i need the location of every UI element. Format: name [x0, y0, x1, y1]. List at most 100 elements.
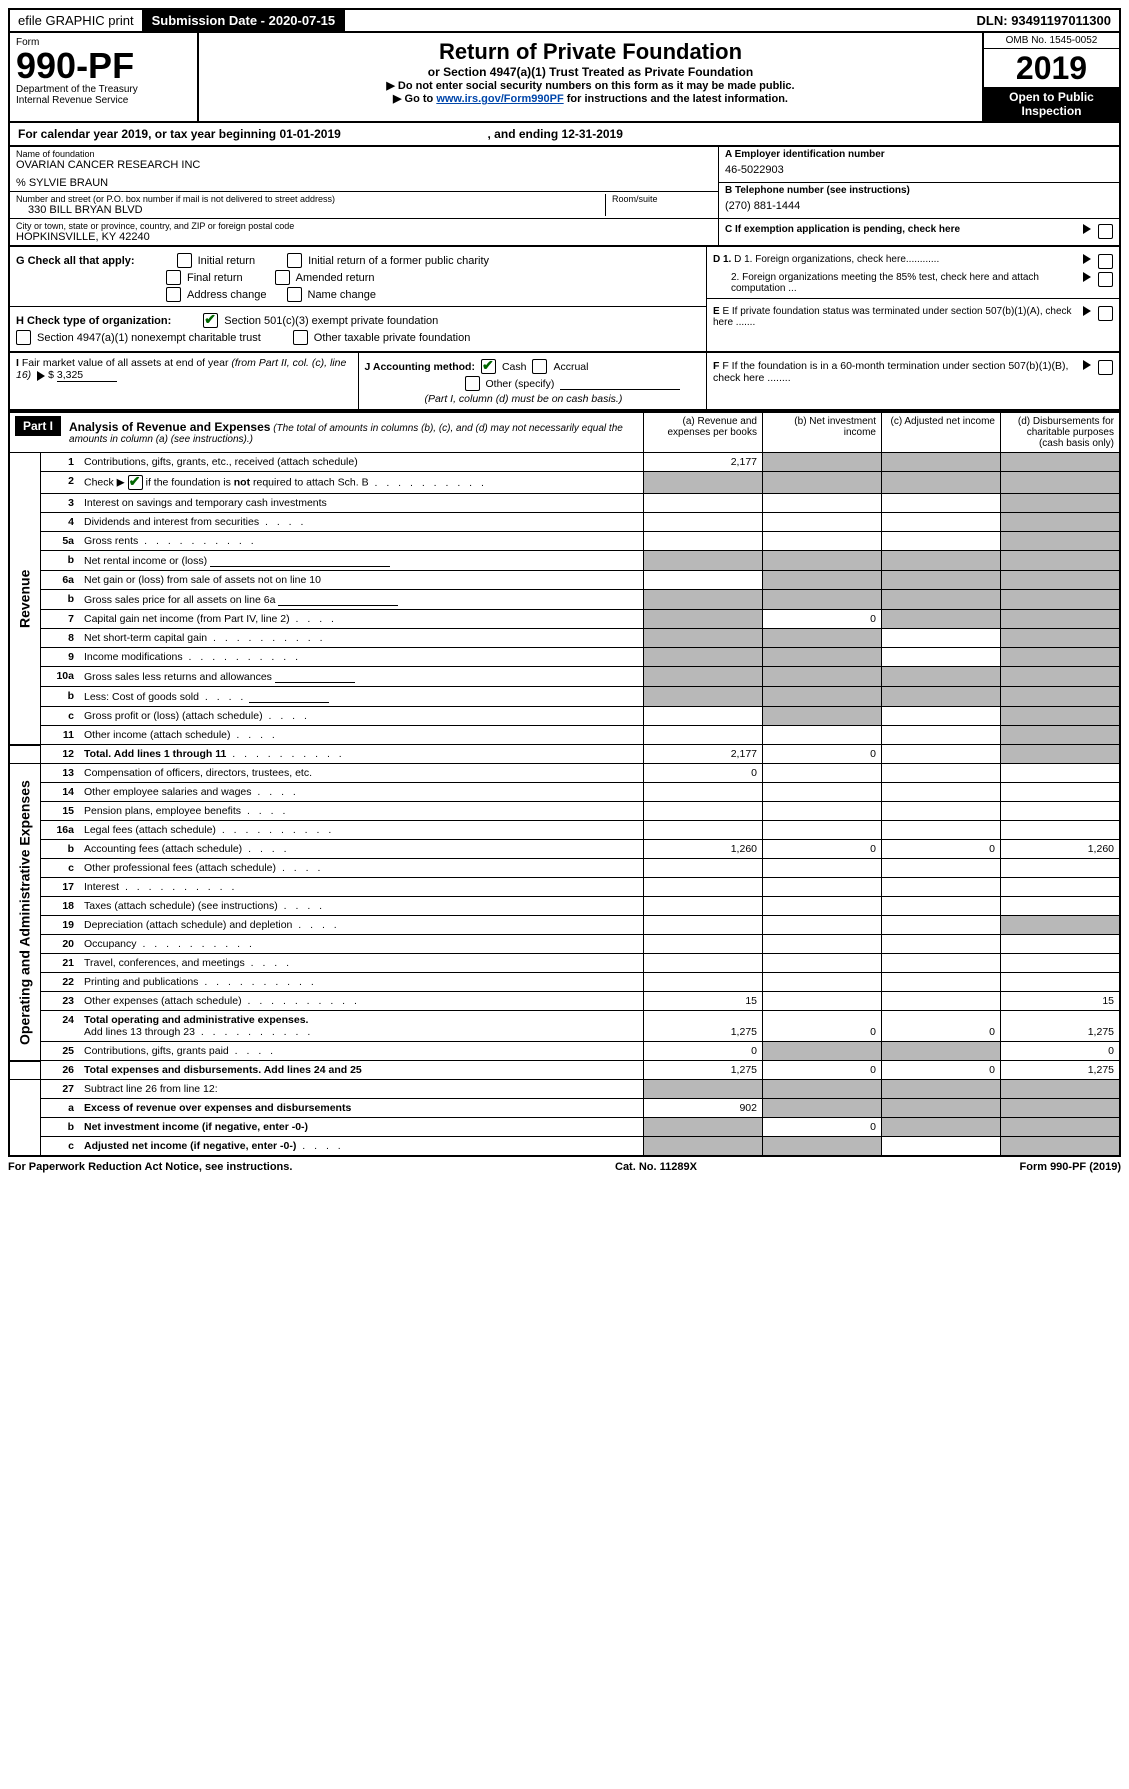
d2-checkbox[interactable]	[1098, 272, 1113, 287]
arrow-icon	[1083, 254, 1091, 264]
e-checkbox[interactable]	[1098, 306, 1113, 321]
j-section: J Accounting method: Cash Accrual Other …	[358, 353, 707, 409]
part1-badge: Part I	[15, 416, 61, 449]
pending-checkbox[interactable]	[1098, 224, 1113, 239]
arrow-icon	[1083, 306, 1091, 316]
table-row: 8 Net short-term capital gain	[9, 629, 1120, 648]
row-num: 26	[41, 1061, 80, 1080]
row-desc: Gross rents	[79, 532, 644, 551]
footer-right: Form 990-PF (2019)	[1020, 1161, 1122, 1173]
501c3-checkbox[interactable]	[203, 313, 218, 328]
table-row: b Gross sales price for all assets on li…	[9, 590, 1120, 610]
entity-block: Name of foundation OVARIAN CANCER RESEAR…	[8, 147, 1121, 247]
initial-return-label: Initial return	[198, 255, 255, 267]
final-return-checkbox[interactable]	[166, 270, 181, 285]
table-row: b Less: Cost of goods sold	[9, 687, 1120, 707]
initial-former-checkbox[interactable]	[287, 253, 302, 268]
amt-d: 1,275	[1001, 1061, 1121, 1080]
note2-post: for instructions and the latest informat…	[564, 93, 788, 105]
f-checkbox[interactable]	[1098, 360, 1113, 375]
row-num: 8	[41, 629, 80, 648]
cash-label: Cash	[502, 361, 527, 373]
row-num: b	[41, 1118, 80, 1137]
arrow-icon	[1083, 360, 1091, 370]
other-taxable-checkbox[interactable]	[293, 330, 308, 345]
row-desc: Other expenses (attach schedule)	[79, 992, 644, 1011]
form990pf-link[interactable]: www.irs.gov/Form990PF	[436, 93, 563, 105]
ein-value: 46-5022903	[725, 160, 1113, 180]
city-row: City or town, state or province, country…	[10, 219, 718, 245]
other-taxable-label: Other taxable private foundation	[314, 332, 471, 344]
row-desc: Net investment income (if negative, ente…	[79, 1118, 644, 1137]
foundation-name-row: Name of foundation OVARIAN CANCER RESEAR…	[10, 147, 718, 192]
revenue-side-label: Revenue	[9, 453, 41, 745]
row-num: c	[41, 859, 80, 878]
row-desc: Other employee salaries and wages	[79, 783, 644, 802]
table-row: c Adjusted net income (if negative, ente…	[9, 1137, 1120, 1157]
table-row: 22 Printing and publications	[9, 973, 1120, 992]
table-row: 11 Other income (attach schedule)	[9, 726, 1120, 745]
row-num: 12	[41, 745, 80, 764]
f-label: F F If the foundation is in a 60-month t…	[713, 360, 1076, 384]
row-desc: Gross sales less returns and allowances	[79, 667, 644, 687]
j-label: J Accounting method:	[365, 361, 475, 373]
row-desc: Less: Cost of goods sold	[79, 687, 644, 707]
row-num: 20	[41, 935, 80, 954]
amended-return-checkbox[interactable]	[275, 270, 290, 285]
amt-d: 1,260	[1001, 840, 1121, 859]
initial-return-checkbox[interactable]	[177, 253, 192, 268]
row-desc: Adjusted net income (if negative, enter …	[79, 1137, 644, 1157]
row-num: 4	[41, 513, 80, 532]
amt-b: 0	[763, 1011, 882, 1042]
entity-right: A Employer identification number 46-5022…	[718, 147, 1119, 245]
submission-date: Submission Date - 2020-07-15	[144, 10, 346, 31]
row-desc: Pension plans, employee benefits	[79, 802, 644, 821]
irs-label: Internal Revenue Service	[16, 95, 191, 106]
sch-b-checkbox[interactable]	[128, 475, 143, 490]
accrual-checkbox[interactable]	[532, 359, 547, 374]
efile-print-label[interactable]: efile GRAPHIC print	[10, 10, 144, 31]
f-section: F F If the foundation is in a 60-month t…	[706, 353, 1119, 409]
name-change-checkbox[interactable]	[287, 287, 302, 302]
row-desc: Contributions, gifts, grants, etc., rece…	[79, 453, 644, 472]
row-desc: Subtract line 26 from line 12:	[79, 1080, 644, 1099]
row-num: 7	[41, 610, 80, 629]
footer-left: For Paperwork Reduction Act Notice, see …	[8, 1161, 292, 1173]
ein-label: A Employer identification number	[725, 149, 1113, 160]
row-num: c	[41, 707, 80, 726]
row-num: 6a	[41, 571, 80, 590]
address-change-label: Address change	[187, 289, 267, 301]
row-desc: Accounting fees (attach schedule)	[79, 840, 644, 859]
table-row: 23 Other expenses (attach schedule) 15 1…	[9, 992, 1120, 1011]
row-num: 24	[41, 1011, 80, 1042]
row-desc: Total expenses and disbursements. Add li…	[79, 1061, 644, 1080]
street-address: 330 BILL BRYAN BLVD	[16, 204, 599, 216]
table-row: Operating and Administrative Expenses 13…	[9, 764, 1120, 783]
d1-label: D 1. D 1. Foreign organizations, check h…	[713, 254, 1076, 265]
row-desc: Interest on savings and temporary cash i…	[79, 494, 644, 513]
501c3-label: Section 501(c)(3) exempt private foundat…	[224, 315, 438, 327]
city-label: City or town, state or province, country…	[16, 221, 712, 231]
address-row: Number and street (or P.O. box number if…	[10, 192, 718, 219]
foundation-name: OVARIAN CANCER RESEARCH INC	[16, 159, 712, 171]
row-desc: Income modifications	[79, 648, 644, 667]
d1-checkbox[interactable]	[1098, 254, 1113, 269]
table-row: 4 Dividends and interest from securities	[9, 513, 1120, 532]
amt-a: 0	[644, 1042, 763, 1061]
row-num: 2	[41, 472, 80, 494]
other-method-checkbox[interactable]	[465, 376, 480, 391]
4947-checkbox[interactable]	[16, 330, 31, 345]
city-state-zip: HOPKINSVILLE, KY 42240	[16, 231, 712, 243]
table-row: 5a Gross rents	[9, 532, 1120, 551]
cash-checkbox[interactable]	[481, 359, 496, 374]
amt-b: 0	[763, 840, 882, 859]
phone-row: B Telephone number (see instructions) (2…	[719, 183, 1119, 219]
note2-pre: ▶ Go to	[393, 93, 436, 105]
pending-label: C If exemption application is pending, c…	[725, 224, 1076, 235]
page-footer: For Paperwork Reduction Act Notice, see …	[8, 1157, 1121, 1177]
table-row: 26 Total expenses and disbursements. Add…	[9, 1061, 1120, 1080]
table-row: c Other professional fees (attach schedu…	[9, 859, 1120, 878]
part1-title: Analysis of Revenue and Expenses	[69, 420, 270, 434]
col-c-header: (c) Adjusted net income	[882, 412, 1001, 453]
address-change-checkbox[interactable]	[166, 287, 181, 302]
